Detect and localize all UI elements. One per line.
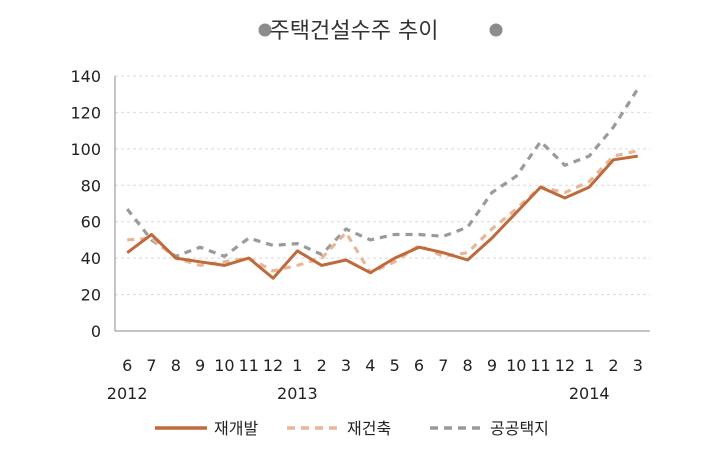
legend-label: 공공택지 bbox=[490, 419, 549, 438]
x-tick-label: 12 bbox=[555, 356, 575, 375]
y-axis: 0 20 40 60 80 100 120 140 bbox=[70, 67, 116, 341]
legend-label: 재개발 bbox=[214, 419, 258, 438]
x-tick-label: 3 bbox=[341, 356, 351, 375]
x-tick-label: 2 bbox=[317, 356, 327, 375]
legend-label: 재건축 bbox=[347, 419, 391, 438]
series-line-0 bbox=[126, 154, 639, 280]
x-tick-label: 5 bbox=[390, 356, 400, 375]
y-tick-label: 140 bbox=[70, 67, 101, 86]
y-tick-label: 40 bbox=[81, 249, 101, 268]
year-label: 2013 bbox=[277, 384, 318, 403]
x-tick-label: 8 bbox=[463, 356, 473, 375]
year-label: 2014 bbox=[569, 384, 610, 403]
title-bullet-right bbox=[489, 23, 503, 37]
y-tick-label: 80 bbox=[81, 176, 101, 195]
series-lines bbox=[125, 87, 640, 280]
legend-item-2: 공공택지 bbox=[430, 419, 549, 438]
x-tick-label: 6 bbox=[414, 356, 424, 375]
x-tick-label: 9 bbox=[487, 356, 497, 375]
x-tick-label: 8 bbox=[171, 356, 181, 375]
x-tick-label: 7 bbox=[438, 356, 448, 375]
x-tick-label: 4 bbox=[365, 356, 375, 375]
x-tick-label: 12 bbox=[263, 356, 283, 375]
series-line-2 bbox=[125, 87, 640, 258]
legend: 재개발 재건축 공공택지 bbox=[155, 419, 549, 438]
x-tick-label: 11 bbox=[530, 356, 550, 375]
x-tick-label: 9 bbox=[195, 356, 205, 375]
x-tick-label: 1 bbox=[292, 356, 302, 375]
x-tick-label: 10 bbox=[214, 356, 234, 375]
y-tick-label: 120 bbox=[70, 103, 101, 122]
legend-item-0: 재개발 bbox=[155, 419, 258, 438]
x-tick-label: 3 bbox=[633, 356, 643, 375]
chart-title-text: 주택건설수주 추이 bbox=[270, 19, 439, 44]
x-tick-label: 2 bbox=[608, 356, 618, 375]
chart-title: 주택건설수주 추이 bbox=[258, 19, 503, 44]
x-tick-label: 1 bbox=[584, 356, 594, 375]
y-tick-label: 60 bbox=[81, 213, 101, 232]
y-tick-label: 0 bbox=[91, 322, 101, 341]
y-tick-label: 20 bbox=[81, 286, 101, 305]
year-label: 2012 bbox=[107, 384, 148, 403]
legend-item-1: 재건축 bbox=[287, 419, 391, 438]
x-tick-label: 11 bbox=[239, 356, 259, 375]
gridlines bbox=[115, 75, 650, 296]
x-tick-label: 10 bbox=[506, 356, 526, 375]
y-tick-label: 100 bbox=[70, 140, 101, 159]
series-line-1 bbox=[127, 149, 639, 275]
title-bullet-left bbox=[258, 23, 272, 37]
x-tick-label: 7 bbox=[146, 356, 156, 375]
x-tick-label: 6 bbox=[122, 356, 132, 375]
